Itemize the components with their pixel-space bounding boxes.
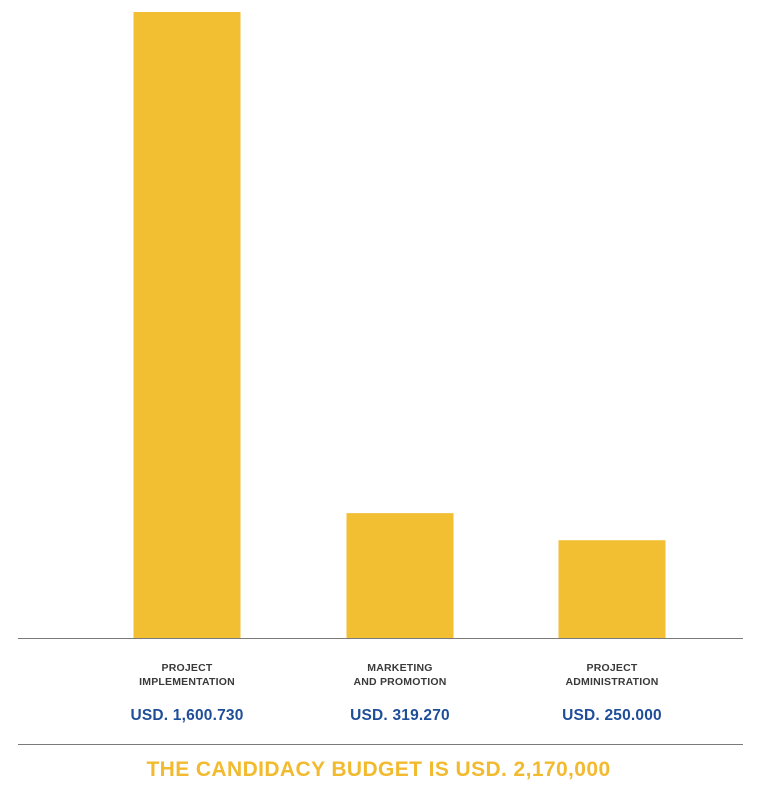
bar-chart-plot (18, 12, 743, 639)
category-label-marketing-and-promotion: MARKETING AND PROMOTION (310, 661, 490, 689)
category-label-line: IMPLEMENTATION (139, 676, 235, 688)
category-label-project-implementation: PROJECT IMPLEMENTATION (97, 661, 277, 689)
category-label-line: MARKETING (367, 662, 433, 674)
category-label-line: AND PROMOTION (353, 676, 447, 688)
footer-divider (18, 744, 743, 745)
category-label-line: ADMINISTRATION (565, 676, 659, 688)
bar-project-administration (558, 540, 666, 638)
bar-project-implementation (133, 12, 241, 638)
category-label-project-administration: PROJECT ADMINISTRATION (522, 661, 702, 689)
bar-marketing-and-promotion (346, 513, 454, 638)
budget-total-text: THE CANDIDACY BUDGET IS USD. 2,170,000 (146, 758, 611, 781)
value-label-project-implementation: USD. 1,600.730 (130, 707, 244, 724)
value-label-marketing-and-promotion: USD. 319.270 (350, 707, 450, 724)
value-label-project-administration: USD. 250.000 (562, 707, 662, 724)
category-label-line: PROJECT (586, 662, 638, 674)
category-label-line: PROJECT (161, 662, 213, 674)
